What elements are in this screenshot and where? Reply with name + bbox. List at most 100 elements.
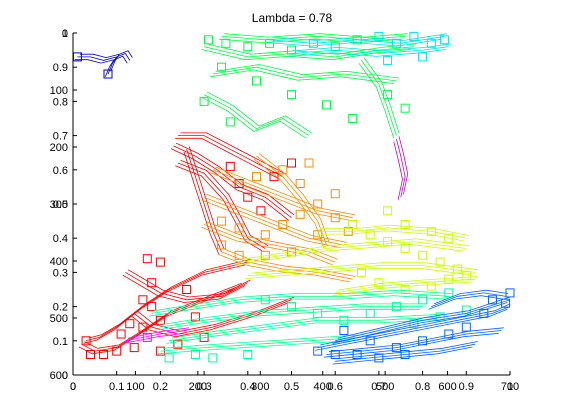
trajectory-line [315,230,464,242]
end-marker [444,288,454,298]
y-tick-label: 200 [50,142,68,154]
trajectory-line [326,330,502,355]
end-marker [173,339,183,349]
x-tick-label: 0 [70,381,76,393]
end-marker [278,165,288,175]
end-marker [356,267,366,277]
trajectory-line [363,57,400,134]
trajectory-line [253,158,325,248]
series-5 [148,288,471,363]
end-marker [217,216,227,226]
trajectory-line [215,166,356,216]
series-7 [313,288,515,365]
trajectory-line [332,302,508,344]
y-tick-label: 0 [62,28,68,40]
trajectory-line [83,264,246,344]
end-marker [391,343,401,353]
trajectory-line [128,327,190,339]
y-tick-label: 300 [50,199,68,211]
trajectory-line [206,221,338,260]
end-marker [313,308,323,318]
end-marker [221,38,231,48]
trajectory-line [335,299,511,342]
trajectory-line [317,306,511,348]
trajectory-line [175,137,281,180]
trajectory-line [206,43,417,55]
end-marker [142,254,152,264]
y-tick-label: 0.1 [53,336,68,348]
trajectory-line [329,327,504,353]
end-marker [383,55,393,65]
end-marker [112,346,122,356]
end-marker [304,158,314,168]
trajectory-line [320,224,469,236]
end-marker [269,172,279,182]
trajectory-line [148,295,447,317]
trajectory-line [175,142,295,216]
end-marker [260,295,270,305]
x-tick-label: 0.2 [153,381,168,393]
trajectory-line [122,332,185,344]
y-tick-label: 500 [50,313,68,325]
trajectory-line [221,251,353,280]
y-tick-label: 0.5 [53,199,68,211]
end-marker [86,350,95,359]
end-marker [313,230,323,240]
trajectory-line [315,308,508,351]
end-marker [256,206,266,216]
x-tick-label: 400 [314,381,332,393]
y-tick-label: 1 [62,28,68,40]
x-axis: 0 0.1 0.2 0.3 0.4 0.5 0.6 0.7 0.8 0.9 10 100 200 300 4… [70,371,519,393]
trajectory-line [166,319,438,344]
y-tick-label: 0.6 [53,165,68,177]
end-marker [383,90,393,100]
y-tick-label: 400 [50,256,68,268]
end-marker [418,295,428,305]
series-1 [266,31,452,65]
trajectory-line [127,269,251,298]
trajectory-line [398,136,409,195]
end-marker [103,69,113,79]
trajectory-line [358,62,395,139]
end-marker [444,274,454,284]
trajectory-line [332,346,473,365]
end-marker [418,336,428,346]
y-tick-label: 0.8 [53,96,68,108]
trajectory-line [258,153,330,243]
end-marker [164,353,174,363]
trajectory-line [204,46,414,58]
end-marker [374,278,384,288]
end-marker [400,220,410,229]
end-marker [383,237,393,247]
trajectory-line [433,289,509,305]
end-marker [501,298,511,308]
end-marker [505,288,515,298]
end-marker [400,244,410,253]
trajectory-line [291,46,449,54]
end-marker [348,220,358,229]
end-marker [418,250,428,260]
trajectory-line [256,155,327,246]
end-marker [147,278,157,288]
trajectory-line [160,306,423,328]
y-tick-label: 0.7 [53,131,68,143]
trajectory-line [160,337,362,352]
end-marker [252,172,261,182]
trajectory-line [206,91,312,134]
end-marker [295,179,305,188]
trajectory-line [428,295,504,310]
trajectory-line [173,145,292,219]
trajectory-line [151,292,449,314]
end-marker [129,343,139,353]
trajectory-line [186,149,222,253]
end-marker [339,315,349,325]
end-marker [391,302,401,312]
end-marker [155,315,165,325]
end-marker [426,281,436,291]
end-marker [287,90,296,100]
x-tick-label: 0.4 [240,381,255,393]
end-marker [217,62,227,72]
x-tick-label: 600 [438,381,456,393]
series-9 [393,136,409,200]
